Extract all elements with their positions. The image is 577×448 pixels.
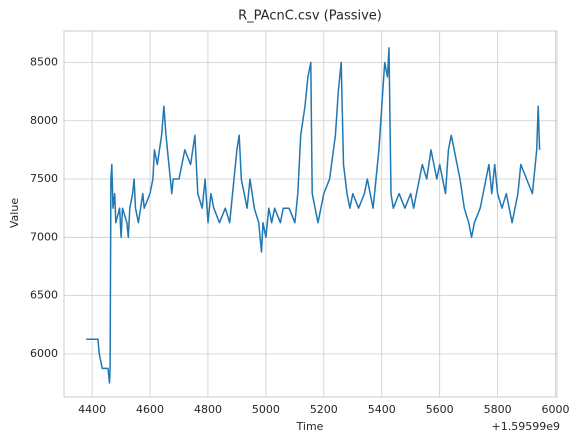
y-tick-label: 7500: [30, 172, 58, 185]
x-tick-label: 4800: [194, 403, 222, 416]
x-offset-label: +1.59599e9: [492, 420, 560, 433]
y-tick-label: 8500: [30, 55, 58, 68]
x-axis-label: Time: [296, 420, 324, 433]
x-tick-label: 5800: [484, 403, 512, 416]
chart-title: R_PAcnC.csv (Passive): [238, 9, 382, 24]
y-axis-label: Value: [8, 198, 21, 228]
y-tick-label: 6500: [30, 289, 58, 302]
y-tick-label: 6000: [30, 347, 58, 360]
x-tick-label: 5600: [426, 403, 454, 416]
plot-frame: [63, 30, 558, 398]
x-tick-label: 5000: [252, 403, 280, 416]
x-tick-label: 6000: [542, 403, 570, 416]
y-tick-label: 7000: [30, 230, 58, 243]
x-tick-label: 5200: [310, 403, 338, 416]
x-tick-label: 4400: [78, 403, 106, 416]
x-tick-label: 4600: [136, 403, 164, 416]
y-tick-label: 8000: [30, 114, 58, 127]
x-tick-label: 5400: [368, 403, 396, 416]
data-line: [86, 47, 541, 384]
